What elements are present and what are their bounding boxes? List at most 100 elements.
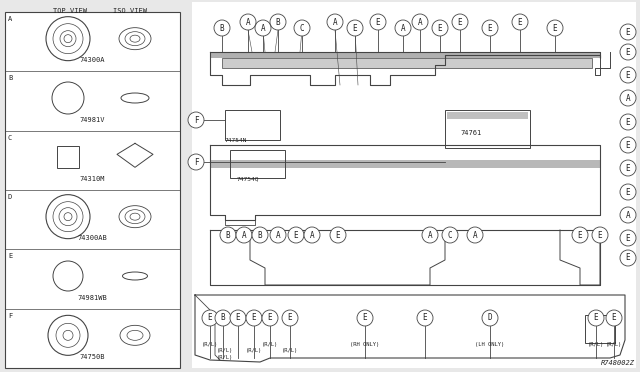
Text: C: C bbox=[300, 23, 304, 32]
Text: B: B bbox=[226, 231, 230, 240]
Bar bbox=[447, 112, 528, 119]
Text: D: D bbox=[8, 194, 12, 200]
Circle shape bbox=[214, 20, 230, 36]
Text: 74750B: 74750B bbox=[79, 354, 105, 360]
Text: ISO VIEW: ISO VIEW bbox=[113, 8, 147, 14]
Text: (R/L): (R/L) bbox=[282, 348, 298, 353]
Circle shape bbox=[417, 310, 433, 326]
Circle shape bbox=[347, 20, 363, 36]
Circle shape bbox=[620, 207, 636, 223]
Circle shape bbox=[255, 20, 271, 36]
Text: A: A bbox=[276, 231, 280, 240]
Text: E: E bbox=[518, 17, 522, 26]
Circle shape bbox=[215, 310, 231, 326]
Text: F: F bbox=[194, 157, 198, 167]
Circle shape bbox=[282, 310, 298, 326]
Text: A: A bbox=[260, 23, 266, 32]
Text: E: E bbox=[626, 28, 630, 36]
Text: A: A bbox=[242, 231, 246, 240]
Circle shape bbox=[620, 250, 636, 266]
Circle shape bbox=[230, 310, 246, 326]
Circle shape bbox=[606, 310, 622, 326]
Bar bbox=[225, 110, 280, 140]
Circle shape bbox=[620, 90, 636, 106]
Text: E: E bbox=[488, 23, 492, 32]
Circle shape bbox=[512, 14, 528, 30]
Bar bbox=[192, 2, 636, 368]
Circle shape bbox=[592, 227, 608, 243]
Text: A: A bbox=[418, 17, 422, 26]
Circle shape bbox=[467, 227, 483, 243]
Text: (R/L): (R/L) bbox=[202, 342, 218, 347]
Circle shape bbox=[202, 310, 218, 326]
Circle shape bbox=[270, 227, 286, 243]
Text: E: E bbox=[438, 23, 442, 32]
Bar bbox=[57, 146, 79, 169]
Text: 74300A: 74300A bbox=[79, 57, 105, 63]
Text: A: A bbox=[333, 17, 337, 26]
Text: E: E bbox=[626, 164, 630, 173]
Text: E: E bbox=[626, 71, 630, 80]
Text: 74310M: 74310M bbox=[79, 176, 105, 182]
Circle shape bbox=[620, 230, 636, 246]
Circle shape bbox=[620, 114, 636, 130]
Circle shape bbox=[482, 20, 498, 36]
Circle shape bbox=[246, 310, 262, 326]
Text: E: E bbox=[353, 23, 357, 32]
Circle shape bbox=[370, 14, 386, 30]
Text: E: E bbox=[626, 187, 630, 196]
Text: E: E bbox=[594, 314, 598, 323]
Bar bbox=[585, 315, 615, 343]
Text: E: E bbox=[208, 314, 212, 323]
Text: E: E bbox=[252, 314, 256, 323]
Circle shape bbox=[620, 160, 636, 176]
Circle shape bbox=[620, 44, 636, 60]
Text: (R/L): (R/L) bbox=[606, 342, 622, 347]
Text: E: E bbox=[376, 17, 380, 26]
Circle shape bbox=[482, 310, 498, 326]
Circle shape bbox=[220, 227, 236, 243]
Text: (R/L): (R/L) bbox=[217, 348, 233, 353]
Text: A: A bbox=[473, 231, 477, 240]
Text: (R/L): (R/L) bbox=[588, 342, 604, 347]
Text: E: E bbox=[363, 314, 367, 323]
Circle shape bbox=[572, 227, 588, 243]
Circle shape bbox=[262, 310, 278, 326]
Circle shape bbox=[304, 227, 320, 243]
Text: 74754N: 74754N bbox=[225, 138, 248, 143]
Text: E: E bbox=[458, 17, 462, 26]
Text: A: A bbox=[246, 17, 250, 26]
Text: E: E bbox=[422, 314, 428, 323]
Text: E: E bbox=[288, 314, 292, 323]
Bar bbox=[445, 110, 530, 148]
Circle shape bbox=[620, 24, 636, 40]
Text: E: E bbox=[598, 231, 602, 240]
Text: (RH ONLY): (RH ONLY) bbox=[350, 342, 380, 347]
Text: E: E bbox=[626, 118, 630, 126]
Circle shape bbox=[620, 137, 636, 153]
Circle shape bbox=[236, 227, 252, 243]
Text: F: F bbox=[194, 115, 198, 125]
Text: E: E bbox=[626, 48, 630, 57]
Text: 74981V: 74981V bbox=[79, 117, 105, 123]
Text: B: B bbox=[8, 76, 12, 81]
Circle shape bbox=[188, 154, 204, 170]
Text: E: E bbox=[294, 231, 298, 240]
Text: A: A bbox=[401, 23, 405, 32]
Circle shape bbox=[327, 14, 343, 30]
Text: E: E bbox=[626, 253, 630, 263]
Circle shape bbox=[442, 227, 458, 243]
Text: 74754Q: 74754Q bbox=[237, 176, 259, 181]
Text: E: E bbox=[553, 23, 557, 32]
Text: B: B bbox=[276, 17, 280, 26]
Text: B: B bbox=[220, 23, 224, 32]
Circle shape bbox=[395, 20, 411, 36]
Circle shape bbox=[252, 227, 268, 243]
Bar bbox=[210, 160, 600, 168]
Circle shape bbox=[357, 310, 373, 326]
Text: A: A bbox=[626, 93, 630, 103]
Bar bbox=[5, 12, 180, 368]
Text: (R/L): (R/L) bbox=[262, 342, 278, 347]
Text: E: E bbox=[236, 314, 240, 323]
Circle shape bbox=[412, 14, 428, 30]
